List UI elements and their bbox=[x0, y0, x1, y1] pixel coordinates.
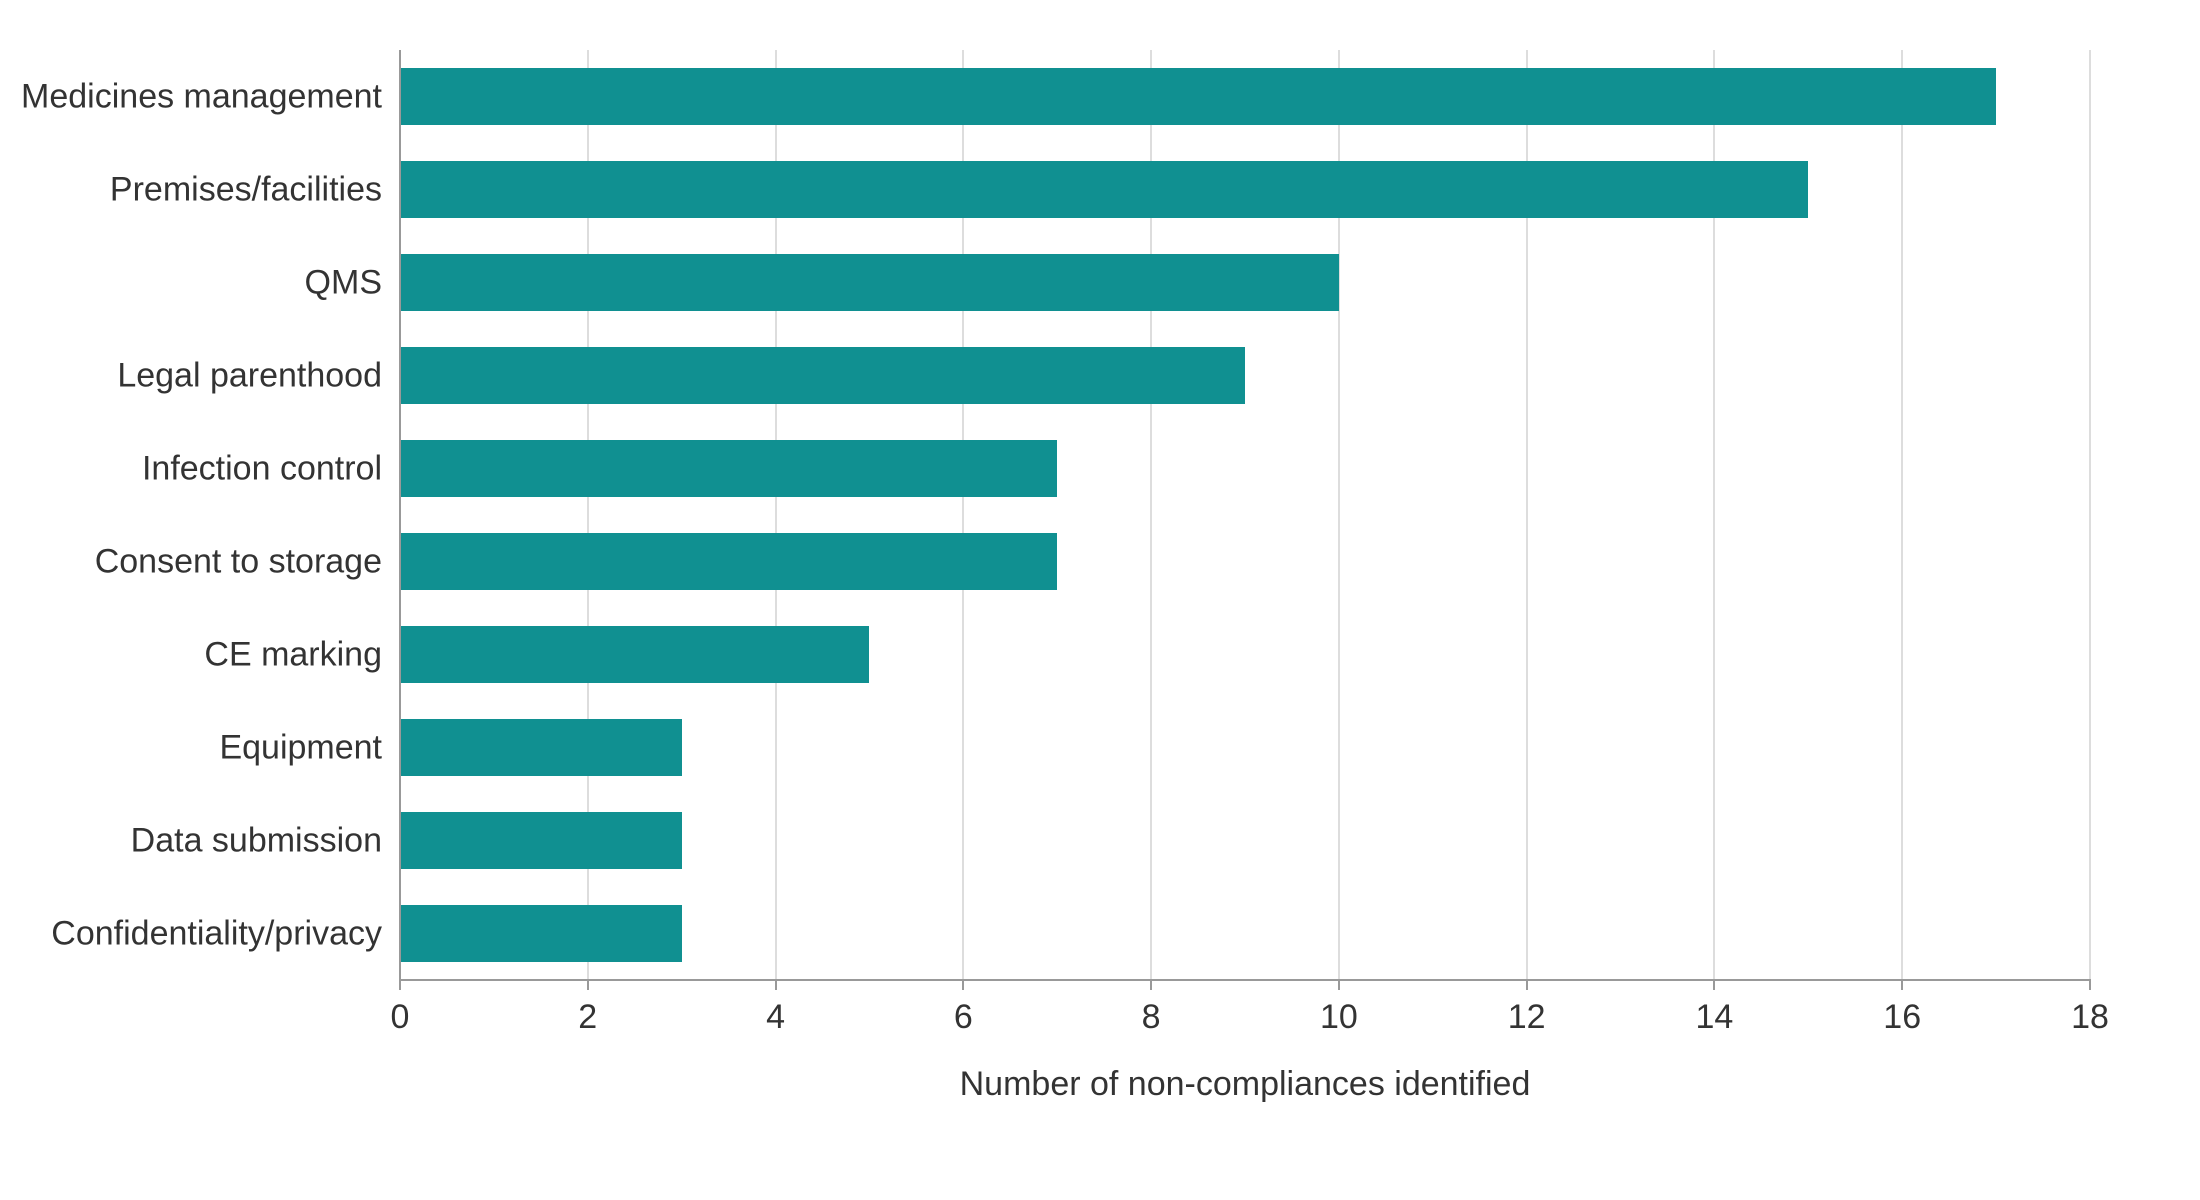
bar bbox=[400, 440, 1057, 498]
x-axis-tick bbox=[1338, 980, 1340, 990]
y-axis-category-label: Confidentiality/privacy bbox=[51, 914, 382, 953]
plot-area bbox=[400, 50, 2090, 980]
y-axis-category-label: Equipment bbox=[219, 728, 382, 767]
x-axis-tick bbox=[775, 980, 777, 990]
noncompliance-bar-chart: Medicines management Premises/facilities Q… bbox=[0, 0, 2200, 1200]
y-axis-category-label: Medicines management bbox=[21, 77, 382, 116]
bar bbox=[400, 626, 869, 684]
x-axis-tick-label: 8 bbox=[1142, 998, 1161, 1037]
bar bbox=[400, 905, 682, 963]
x-axis-title: Number of non-compliances identified bbox=[400, 1065, 2090, 1104]
y-axis-category-label: QMS bbox=[305, 263, 382, 302]
x-axis-tick-label: 14 bbox=[1696, 998, 1734, 1037]
y-axis-category-label: Infection control bbox=[142, 449, 382, 488]
x-axis-tick-label: 18 bbox=[2071, 998, 2109, 1037]
x-axis-tick-label: 12 bbox=[1508, 998, 1546, 1037]
x-axis-tick-label: 10 bbox=[1320, 998, 1358, 1037]
gridline bbox=[2089, 50, 2091, 980]
y-axis-line bbox=[399, 50, 401, 980]
x-axis-tick-label: 2 bbox=[578, 998, 597, 1037]
y-axis-category-label: Legal parenthood bbox=[117, 356, 382, 395]
bar bbox=[400, 161, 1808, 219]
x-axis-tick-label: 0 bbox=[391, 998, 410, 1037]
x-axis-tick bbox=[962, 980, 964, 990]
bar bbox=[400, 533, 1057, 591]
y-axis-category-label: Data submission bbox=[131, 821, 382, 860]
x-axis-line bbox=[399, 979, 2091, 981]
x-axis-tick bbox=[2089, 980, 2091, 990]
y-axis-category-label: CE marking bbox=[204, 635, 382, 674]
x-axis-tick-label: 4 bbox=[766, 998, 785, 1037]
x-axis-tick bbox=[587, 980, 589, 990]
gridline bbox=[1901, 50, 1903, 980]
y-axis-category-label: Premises/facilities bbox=[110, 170, 382, 209]
x-axis-tick bbox=[1713, 980, 1715, 990]
x-axis-tick bbox=[1150, 980, 1152, 990]
x-axis-tick bbox=[1901, 980, 1903, 990]
x-axis-tick-label: 6 bbox=[954, 998, 973, 1037]
bar bbox=[400, 812, 682, 870]
x-axis-tick bbox=[1526, 980, 1528, 990]
bar bbox=[400, 68, 1996, 126]
bar bbox=[400, 719, 682, 777]
bar bbox=[400, 254, 1339, 312]
bar bbox=[400, 347, 1245, 405]
x-axis-tick-label: 16 bbox=[1883, 998, 1921, 1037]
x-axis-tick bbox=[399, 980, 401, 990]
y-axis-category-label: Consent to storage bbox=[95, 542, 382, 581]
